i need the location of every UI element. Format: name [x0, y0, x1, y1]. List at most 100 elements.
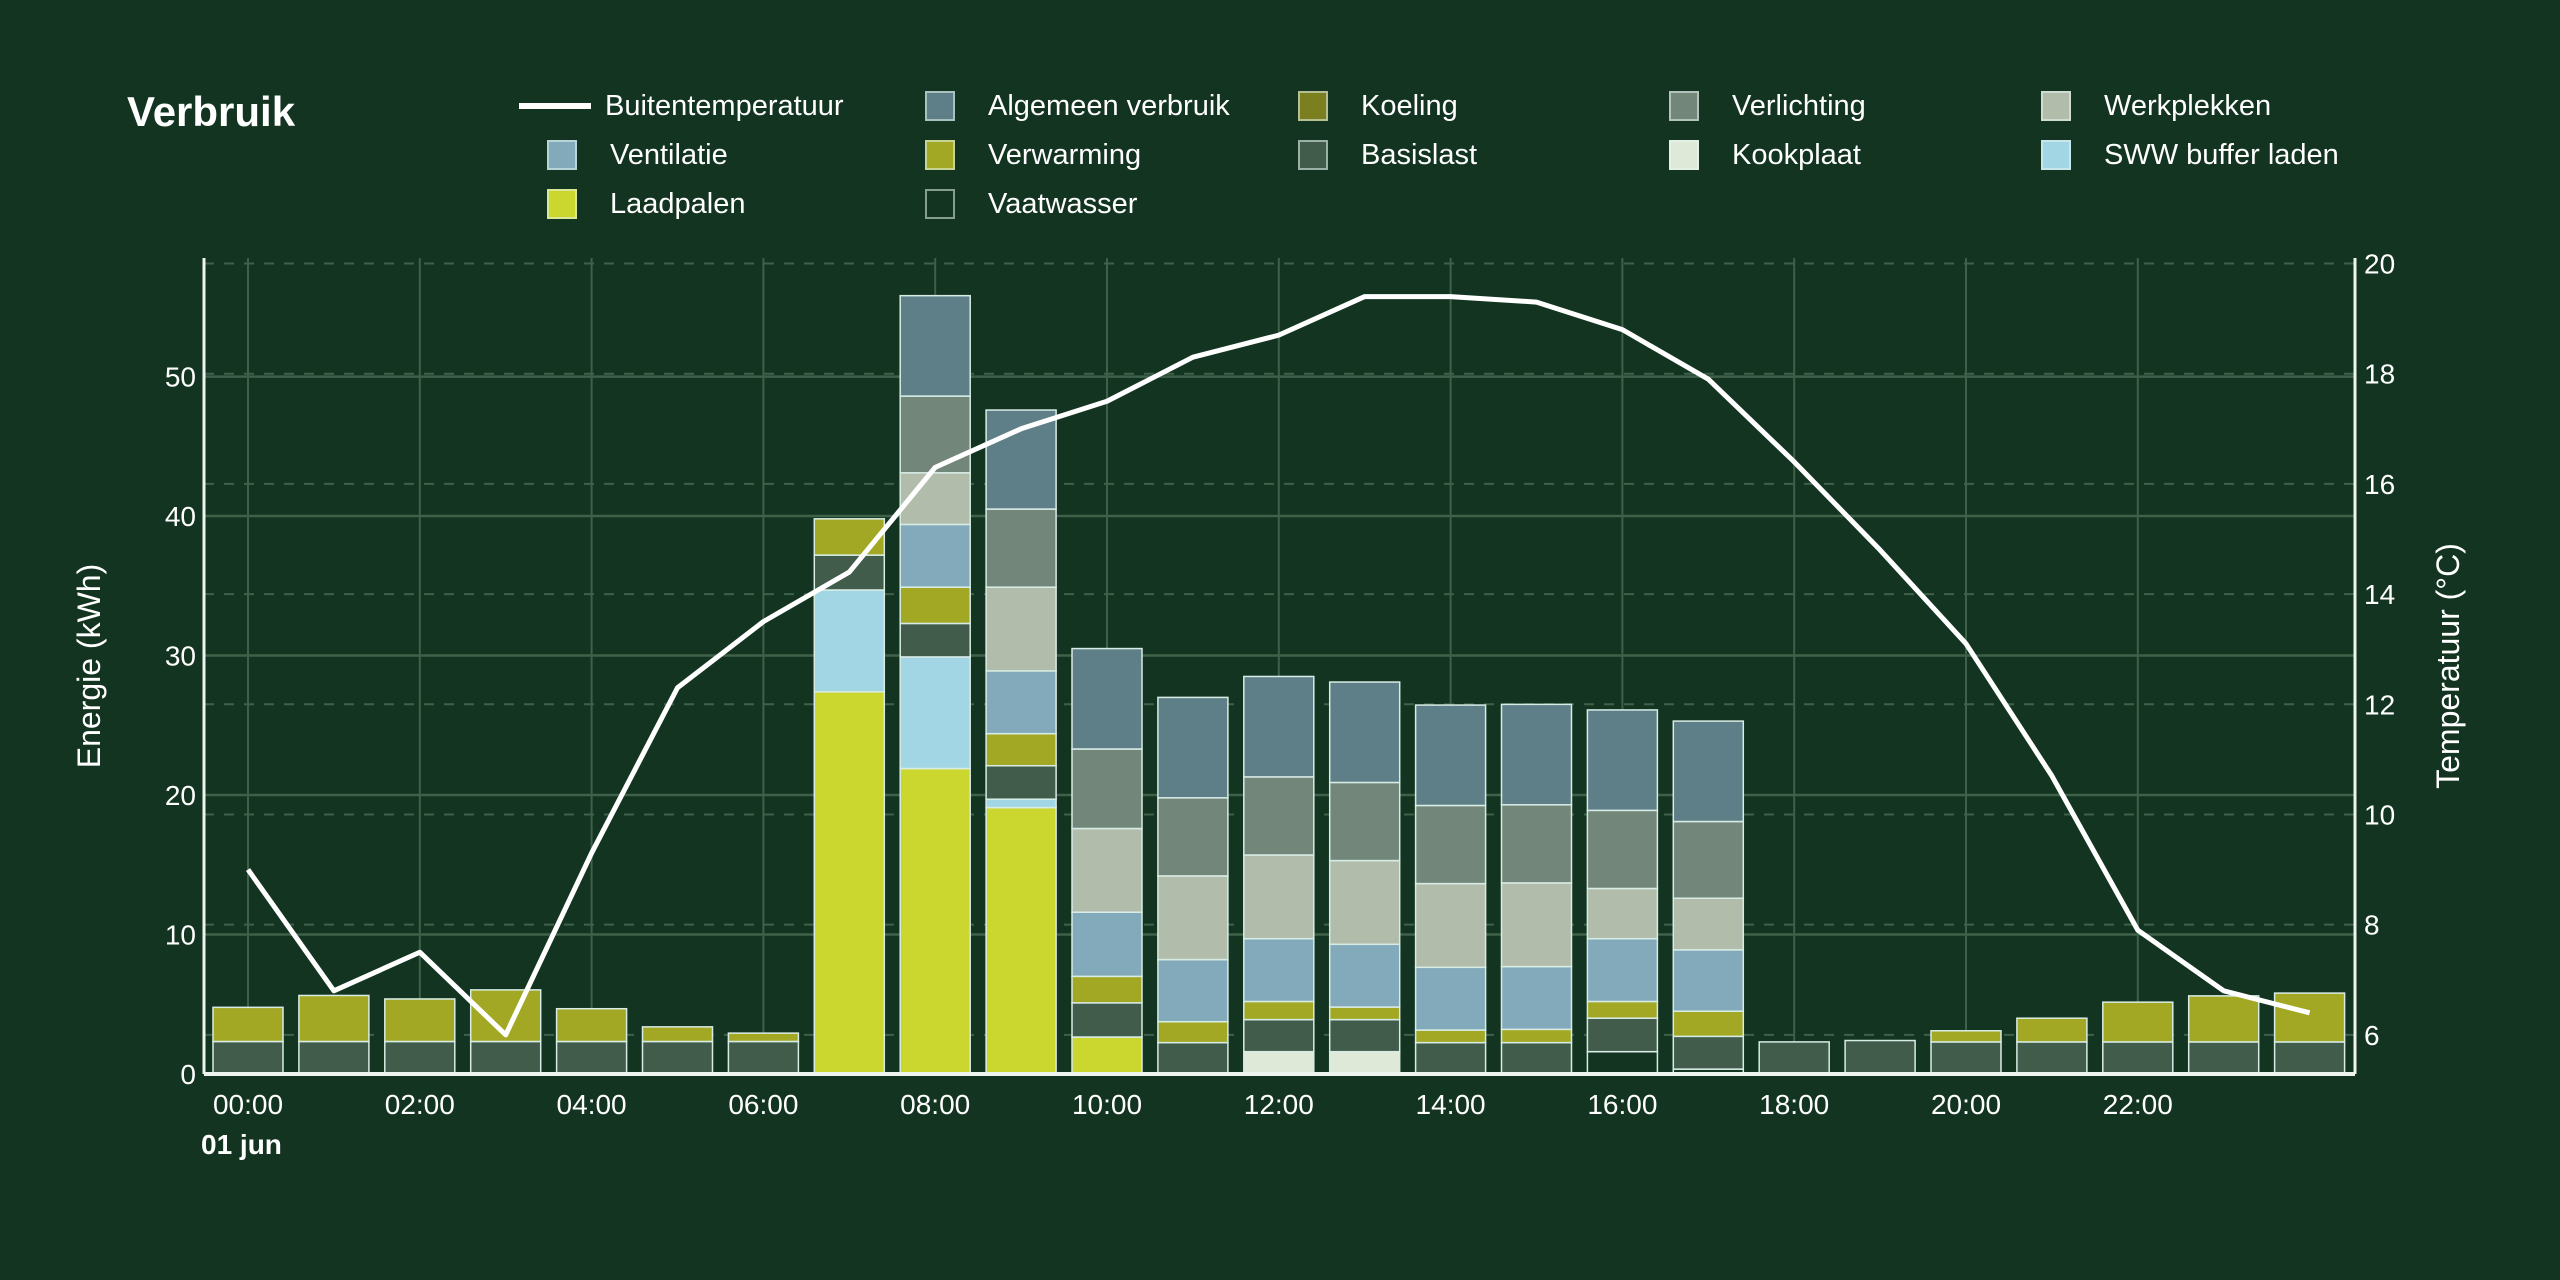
bar-segment-algemeen-verbruik [1672, 720, 1745, 823]
x-tick-label: 08:00 [900, 1089, 970, 1120]
legend-item-basislast[interactable]: Basislast [1298, 135, 1477, 175]
x-tick-label: 04:00 [557, 1089, 627, 1120]
bar-segment-verlichting [899, 395, 971, 474]
legend-swatch [925, 189, 955, 219]
bar-segment-vaatwasser [1586, 1050, 1659, 1075]
bar-segment-algemeen-verbruik [1157, 696, 1229, 799]
legend-label: Werkplekken [2104, 89, 2272, 122]
legend-item-ventilatie[interactable]: Ventilatie [547, 135, 728, 175]
bar-segment-sww-buffer-laden [985, 798, 1057, 809]
y-tick-label: 10 [165, 920, 196, 951]
bar-segment-verlichting [1500, 804, 1573, 884]
bar-segment-verwarming [1414, 1029, 1487, 1044]
bar-segment-basislast [1672, 1035, 1745, 1070]
x-tick-label: 12:00 [1244, 1089, 1314, 1120]
legend-item-algemeen-verbruik[interactable]: Algemeen verbruik [925, 86, 1230, 126]
x-tick-label: 18:00 [1759, 1089, 1829, 1120]
bar-segment-verwarming [1672, 1010, 1745, 1038]
y-axis-title: Energie (kWh) [71, 564, 107, 769]
bar-segment-algemeen-verbruik [1500, 703, 1573, 806]
legend-item-werkplekken[interactable]: Werkplekken [2041, 86, 2271, 126]
bar-segment-verwarming [985, 732, 1057, 767]
x-tick-label: 06:00 [728, 1089, 798, 1120]
legend-item-verlichting[interactable]: Verlichting [1669, 86, 1866, 126]
bar-segment-algemeen-verbruik [1071, 647, 1143, 750]
bar-segment-algemeen-verbruik [899, 294, 971, 397]
bar-segment-basislast [469, 1040, 542, 1075]
bar-segment-verwarming [2273, 992, 2346, 1043]
y2-tick-label: 20 [2364, 249, 2395, 280]
x-tick-label: 16:00 [1587, 1089, 1657, 1120]
legend-item-verwarming[interactable]: Verwarming [925, 135, 1141, 175]
bar-segment-verwarming [813, 518, 886, 556]
y2-axis-title: Temperatuur (°C) [2430, 543, 2466, 789]
legend-swatch [1669, 140, 1699, 170]
temperature-line [245, 294, 2311, 1038]
legend-item-buitentemperatuur[interactable]: Buitentemperatuur [519, 86, 844, 126]
y2-tick-label: 16 [2364, 469, 2395, 500]
bar-segment-ventilatie [1500, 965, 1573, 1031]
legend-item-laadpalen[interactable]: Laadpalen [547, 184, 745, 224]
legend-line-swatch [519, 103, 591, 109]
bar-segment-ventilatie [985, 670, 1057, 735]
legend-swatch [547, 140, 577, 170]
bar-segment-ventilatie [1328, 943, 1401, 1008]
y-tick-label: 20 [165, 780, 196, 811]
bar-segment-algemeen-verbruik [1414, 704, 1487, 807]
legend-swatch [547, 189, 577, 219]
legend-label: Algemeen verbruik [988, 89, 1230, 122]
bar-segment-kookplaat [1328, 1050, 1401, 1075]
bar-segment-basislast [1243, 1018, 1315, 1053]
legend-item-sww-buffer-laden[interactable]: SWW buffer laden [2041, 135, 2339, 175]
bar-segment-ventilatie [1243, 937, 1315, 1003]
bar-segment-verwarming [212, 1006, 284, 1043]
bar-segment-basislast [2187, 1041, 2260, 1075]
bar-segment-sww-buffer-laden [899, 656, 971, 770]
bar-segment-verwarming [555, 1007, 628, 1043]
bar-segment-verwarming [2187, 995, 2260, 1043]
bar-segment-basislast [555, 1040, 628, 1075]
legend-label: Verlichting [1732, 89, 1866, 122]
y2-tick-label: 10 [2364, 799, 2395, 830]
bar-segment-verlichting [1243, 776, 1315, 856]
x-tick-label: 10:00 [1072, 1089, 1142, 1120]
bar-segment-laadpalen [985, 806, 1057, 1075]
bar-segment-basislast [384, 1040, 456, 1075]
legend-swatch [925, 140, 955, 170]
y-tick-label: 0 [180, 1059, 196, 1090]
bar-segment-laadpalen [813, 691, 886, 1075]
bar-segment-basislast [1414, 1041, 1487, 1075]
legend-swatch [2041, 140, 2071, 170]
bar-segment-laadpalen [1071, 1036, 1143, 1075]
bar-segment-sww-buffer-laden [813, 589, 886, 693]
legend-item-koeling[interactable]: Koeling [1298, 86, 1458, 126]
legend-item-vaatwasser[interactable]: Vaatwasser [925, 184, 1137, 224]
bar-segment-verwarming [1243, 1000, 1315, 1021]
bar-segment-algemeen-verbruik [985, 409, 1057, 510]
bar-segment-verlichting [1586, 809, 1659, 890]
bar-segment-verlichting [1328, 781, 1401, 862]
bar-segment-verwarming [727, 1032, 800, 1043]
x-tick-label: 02:00 [385, 1089, 455, 1120]
bar-segment-basislast [641, 1040, 714, 1075]
y-tick-label: 30 [165, 641, 196, 672]
x-tick-label: 00:00 [213, 1089, 283, 1120]
y2-tick-label: 6 [2364, 1020, 2380, 1051]
bar-segment-verwarming [1157, 1020, 1229, 1044]
legend-item-kookplaat[interactable]: Kookplaat [1669, 135, 1861, 175]
bar-segment-basislast [212, 1040, 284, 1075]
legend-label: Laadpalen [610, 187, 746, 220]
bar-segment-basislast [2273, 1041, 2346, 1075]
bar-segment-basislast [2016, 1041, 2088, 1075]
bar-segment-werkplekken [1243, 854, 1315, 940]
bar-segment-basislast [727, 1040, 800, 1075]
y2-tick-label: 8 [2364, 910, 2380, 941]
chart-title: Verbruik [127, 88, 296, 135]
bar-segment-basislast [1328, 1018, 1401, 1053]
bar-segment-verlichting [1414, 804, 1487, 885]
bar-segment-werkplekken [985, 586, 1057, 672]
bar-segment-ventilatie [1157, 958, 1229, 1023]
legend-label: Verwarming [988, 138, 1142, 171]
bar-segment-algemeen-verbruik [1586, 709, 1659, 812]
bar-segment-basislast [1071, 1002, 1143, 1038]
